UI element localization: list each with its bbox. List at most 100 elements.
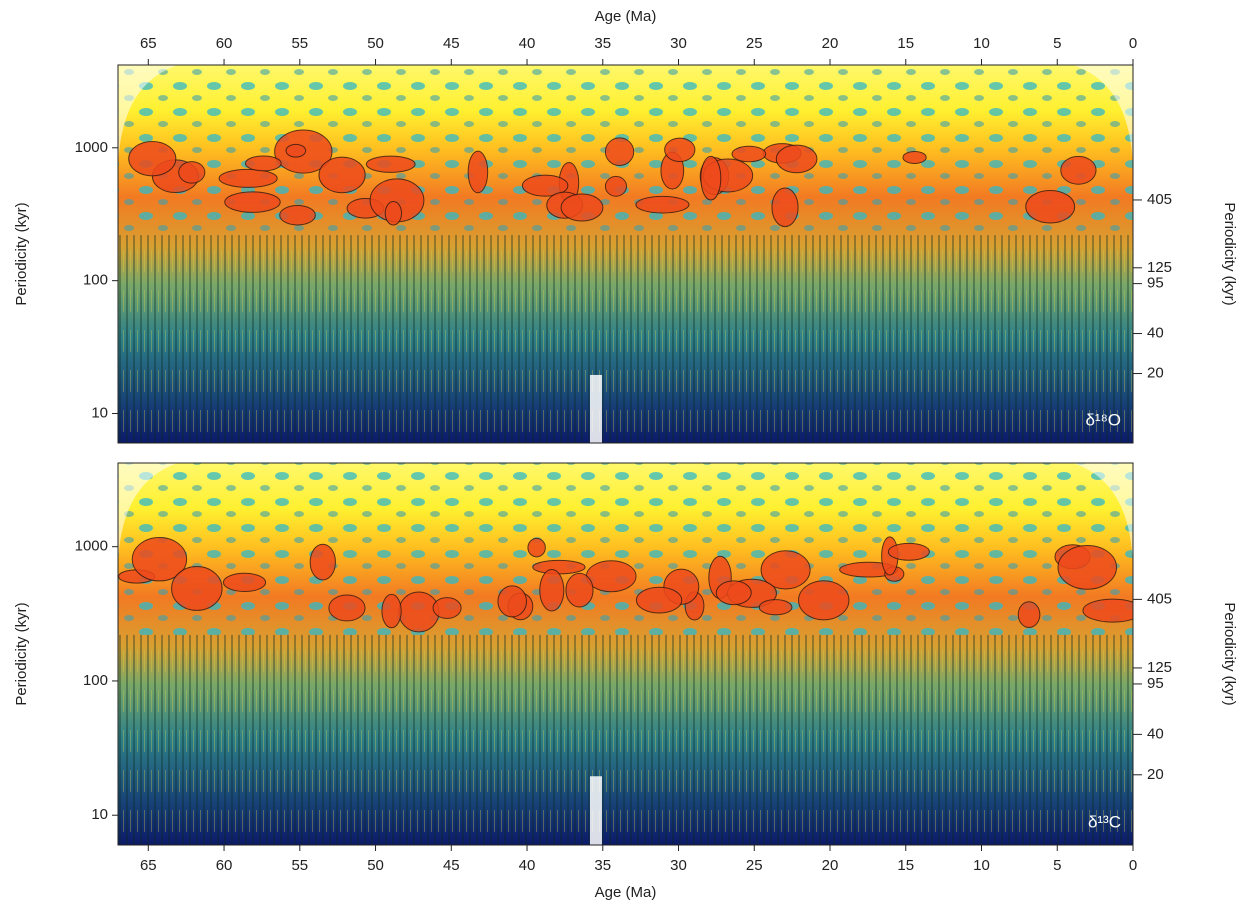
power-blob [635,195,690,214]
x-tick-label: 20 [822,35,839,52]
x-tick-label: 15 [897,35,914,52]
power-blob [604,175,628,197]
power-blob [224,191,281,213]
power-blob [771,187,799,228]
power-blob [381,593,402,629]
y2-tick-label: 125 [1147,659,1172,676]
y2-tick-label: 95 [1147,275,1164,292]
x-tick-label: 30 [670,857,687,874]
panel-label: δ¹³C [1088,812,1121,831]
y-tick-label: 10 [91,806,108,823]
panel-label: δ¹⁸O [1085,410,1121,429]
x-tick-label: 35 [594,857,611,874]
cone-right [1073,463,1133,573]
power-blob [222,572,267,593]
x-axis-title: Age (Ma) [595,884,657,901]
stripe-texture [118,235,1133,443]
x-tick-label: 0 [1129,857,1137,874]
y-axis-title: Periodicity (kyr) [13,602,30,705]
x-tick-label: 55 [291,857,308,874]
x-tick-label: 65 [140,35,157,52]
x-tick-label: 60 [216,857,233,874]
x-tick-label: 55 [291,35,308,52]
x-tick-label: 15 [897,857,914,874]
x-tick-label: 65 [140,857,157,874]
x-tick-label: 60 [216,35,233,52]
spectrogram [118,65,1133,443]
x-tick-label: 40 [519,857,536,874]
power-blob [1017,601,1041,629]
x-tick-label: 10 [973,35,990,52]
power-blob [1082,598,1133,623]
power-blob [902,150,927,164]
x-tick-label: 45 [443,857,460,874]
x-tick-label: 25 [746,857,763,874]
power-blob [1060,155,1097,185]
power-blob [731,145,767,163]
power-blob [467,150,489,194]
power-blob [604,137,635,167]
power-blob [328,594,366,622]
y-tick-label: 10 [91,404,108,421]
cone-right [1073,65,1133,175]
y-tick-label: 100 [83,672,108,689]
y2-tick-label: 20 [1147,364,1164,381]
x-tick-label: 50 [367,35,384,52]
power-blob [635,586,683,614]
spectrogram [118,463,1133,845]
power-blob [218,168,278,188]
x-tick-label: 45 [443,35,460,52]
power-blob [1057,544,1118,590]
power-blob [365,155,416,173]
power-blob [128,141,177,177]
power-blob [760,550,811,590]
y2-tick-label: 405 [1147,191,1172,208]
spot-texture [118,463,1133,635]
y2-tick-label: 95 [1147,675,1164,692]
power-blob [565,572,594,608]
y2-axis-title: Periodicity (kyr) [1221,202,1238,305]
y2-axis-title: Periodicity (kyr) [1221,602,1238,705]
y-axis-title: Periodicity (kyr) [13,202,30,305]
y2-tick-label: 20 [1147,766,1164,783]
plot-frame [117,64,1134,444]
cone-left [118,463,178,573]
power-blob [244,155,282,172]
power-blob [497,585,527,618]
power-blob [285,143,307,158]
x-tick-label: 25 [746,35,763,52]
power-blob [532,559,586,575]
x-tick-label: 10 [973,857,990,874]
x-tick-label: 30 [670,35,687,52]
stripe-texture [118,634,1133,845]
gap-highlight [589,374,602,443]
power-blob [585,560,637,593]
power-blob [318,156,366,194]
x-tick-label: 0 [1129,35,1137,52]
power-blob [758,599,793,616]
power-blob [432,597,462,619]
x-axis-title: Age (Ma) [595,8,657,25]
power-blob [279,204,316,226]
y-tick-label: 1000 [75,139,108,156]
power-blob [775,144,818,174]
y2-tick-label: 40 [1147,725,1164,742]
power-blob [539,569,565,612]
x-tick-label: 50 [367,857,384,874]
x-tick-label: 5 [1053,857,1061,874]
y2-tick-label: 40 [1147,325,1164,342]
power-blob [887,542,930,561]
power-blob [131,536,188,582]
power-blob [398,591,440,633]
power-blob [521,174,569,197]
power-blob [178,161,206,184]
power-blob [560,193,604,222]
gap-highlight [589,776,602,845]
power-blob [1025,189,1076,224]
power-blob [700,155,722,201]
cone-left [118,65,178,175]
x-tick-label: 5 [1053,35,1061,52]
y2-tick-label: 125 [1147,259,1172,276]
x-tick-label: 40 [519,35,536,52]
